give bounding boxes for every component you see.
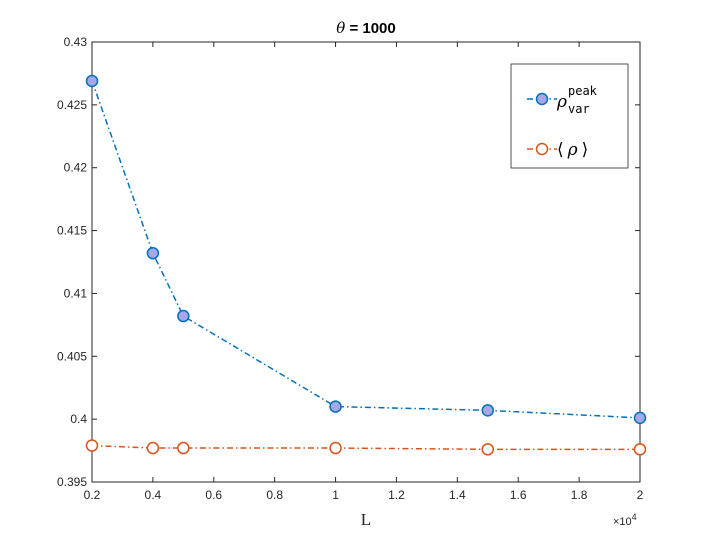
x-tick-label: 1.4 (449, 488, 466, 502)
legend-mean-rho-symbol: ρ (567, 140, 578, 160)
y-tick-label: 0.4 (70, 412, 87, 426)
svg-text:θ = 1000: θ = 1000 (336, 19, 396, 37)
series-1-point (177, 441, 190, 455)
legend-bracket-left: ⟨ (557, 140, 564, 160)
legend-label-mean-rho: ⟨ ρ ⟩ (557, 140, 588, 160)
legend-box (510, 63, 629, 169)
x-tick-label: 0.8 (266, 488, 283, 502)
y-tick-label: 0.425 (57, 98, 87, 112)
x-tick-label: 1 (332, 488, 339, 502)
series-0-point (633, 411, 647, 425)
y-tick-label: 0.41 (64, 286, 88, 300)
x-tick-label: 1.6 (510, 488, 527, 502)
x-tick-label: 0.2 (84, 488, 101, 502)
series-0-point (481, 404, 495, 417)
legend-label-var-sub: var (568, 102, 590, 116)
series-1-point (633, 443, 647, 456)
legend-entry-peak-var: ρ peak var (527, 84, 598, 116)
legend-marker-peak-var (535, 92, 549, 106)
series-0-point (329, 400, 342, 413)
series-1-point (85, 439, 99, 452)
series-0-point (177, 309, 190, 323)
y-tick-label: 0.42 (64, 161, 88, 175)
legend-label-peak-var-rho: ρ (556, 92, 567, 112)
y-tick-label: 0.415 (57, 224, 87, 238)
series-line-0 (91, 80, 641, 419)
legend-marker-mean-rho (535, 142, 549, 156)
title-value: = 1000 (345, 20, 395, 37)
y-tick-label: 0.405 (57, 349, 87, 363)
x-tick-label: 1.8 (571, 488, 588, 502)
series-0-point (146, 246, 160, 260)
x-exponent-base: ×10 (613, 516, 632, 528)
legend-bracket-right: ⟩ (582, 140, 589, 160)
legend-entry-mean-rho: ⟨ ρ ⟩ (527, 140, 588, 160)
chart-title: θ = 1000 (336, 19, 396, 37)
x-tick-label: 1.2 (388, 488, 405, 502)
x-axis-label: L (361, 510, 371, 529)
legend: ρ peak var ⟨ ρ ⟩ (510, 63, 629, 169)
series-0-point (85, 74, 99, 88)
series-1-point (146, 441, 160, 455)
x-tick-label: 0.4 (145, 488, 162, 502)
y-tick-label: 0.43 (64, 35, 88, 49)
title-theta: θ (336, 19, 345, 37)
x-exponent-power: 4 (632, 512, 637, 522)
x-exponent: ×104 (613, 512, 637, 528)
series-line-1 (91, 444, 640, 451)
y-tick-label: 0.395 (57, 475, 87, 489)
series-1-point (481, 443, 495, 456)
x-tick-label: 0.6 (205, 488, 222, 502)
legend-label-peak-sup: peak (568, 84, 598, 98)
series-1-point (329, 441, 342, 455)
x-tick-label: 2 (637, 488, 644, 502)
